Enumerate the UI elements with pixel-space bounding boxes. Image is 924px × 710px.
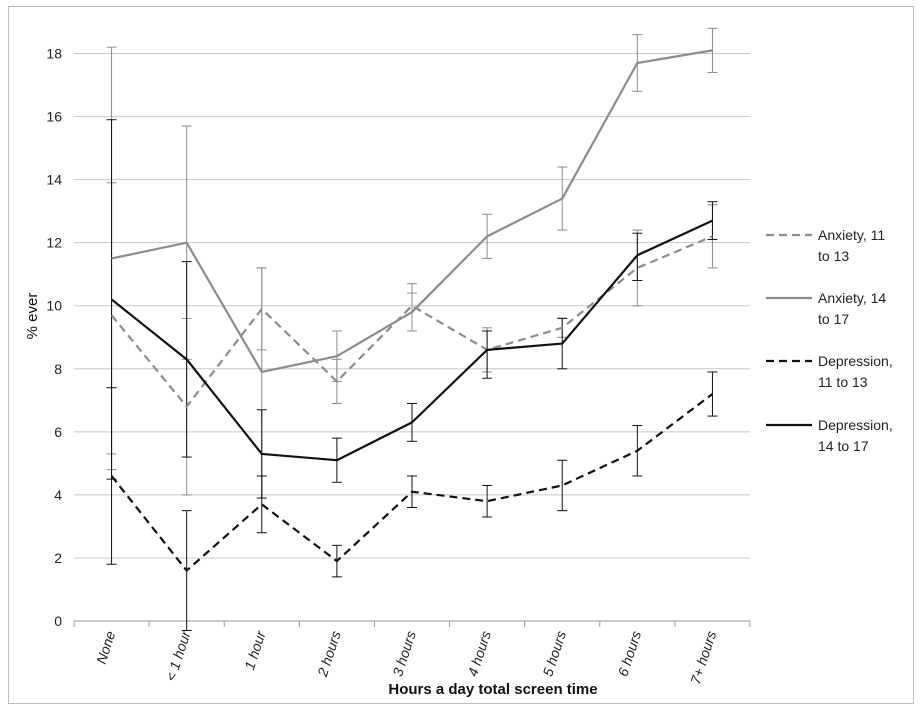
legend-label: Depression, — [818, 417, 893, 433]
error-bars — [106, 27, 718, 631]
series-line — [110, 219, 713, 462]
y-tick-label: 10 — [46, 298, 62, 314]
x-tick-label: 1 hour — [241, 628, 269, 672]
legend: Anxiety, 11 to 13 Anxiety, 14 to 17 Depressi… — [766, 227, 893, 454]
x-tick-label: None — [93, 629, 119, 666]
y-tick-label: 0 — [54, 613, 62, 629]
x-tick-label: 4 hours — [464, 629, 494, 678]
x-tick-label: 6 hours — [615, 629, 645, 678]
x-axis-title: Hours a day total screen time — [388, 681, 597, 698]
legend-label: 11 to 13 — [818, 374, 868, 390]
x-tick-label: < 1 hour — [162, 628, 194, 683]
y-tick-label: 14 — [46, 172, 62, 188]
y-tick-label: 2 — [54, 550, 62, 566]
series-lines — [110, 49, 714, 572]
series-line — [110, 393, 714, 572]
x-tick-label: 2 hours — [314, 629, 344, 679]
x-tick-label: 3 hours — [389, 629, 419, 678]
chart-frame — [8, 6, 914, 704]
y-tick-label: 4 — [54, 487, 62, 503]
y-tick-label: 8 — [54, 361, 62, 377]
gridlines — [74, 53, 750, 622]
legend-label: Anxiety, 11 — [818, 227, 885, 243]
x-tick-label: 5 hours — [539, 629, 569, 678]
series-line — [110, 235, 713, 408]
legend-label: Anxiety, 14 — [818, 290, 886, 306]
y-tick-label: 6 — [54, 424, 62, 440]
y-tick-label: 18 — [46, 46, 62, 62]
y-axis-ticks: 0 2 4 6 8 10 12 14 16 18 — [46, 46, 62, 629]
x-axis-ticks: None < 1 hour 1 hour 2 hours 3 hours 4 hours 5… — [73, 621, 751, 686]
legend-label: 14 to 17 — [818, 438, 869, 454]
y-axis-title: % ever — [24, 293, 41, 340]
legend-label: Depression, — [818, 353, 893, 369]
y-tick-label: 12 — [46, 235, 62, 251]
y-tick-label: 16 — [46, 109, 62, 125]
series-line — [111, 49, 713, 374]
x-tick-label: 7+ hours — [687, 629, 719, 686]
legend-label: to 13 — [818, 248, 849, 264]
legend-label: to 17 — [818, 311, 849, 327]
